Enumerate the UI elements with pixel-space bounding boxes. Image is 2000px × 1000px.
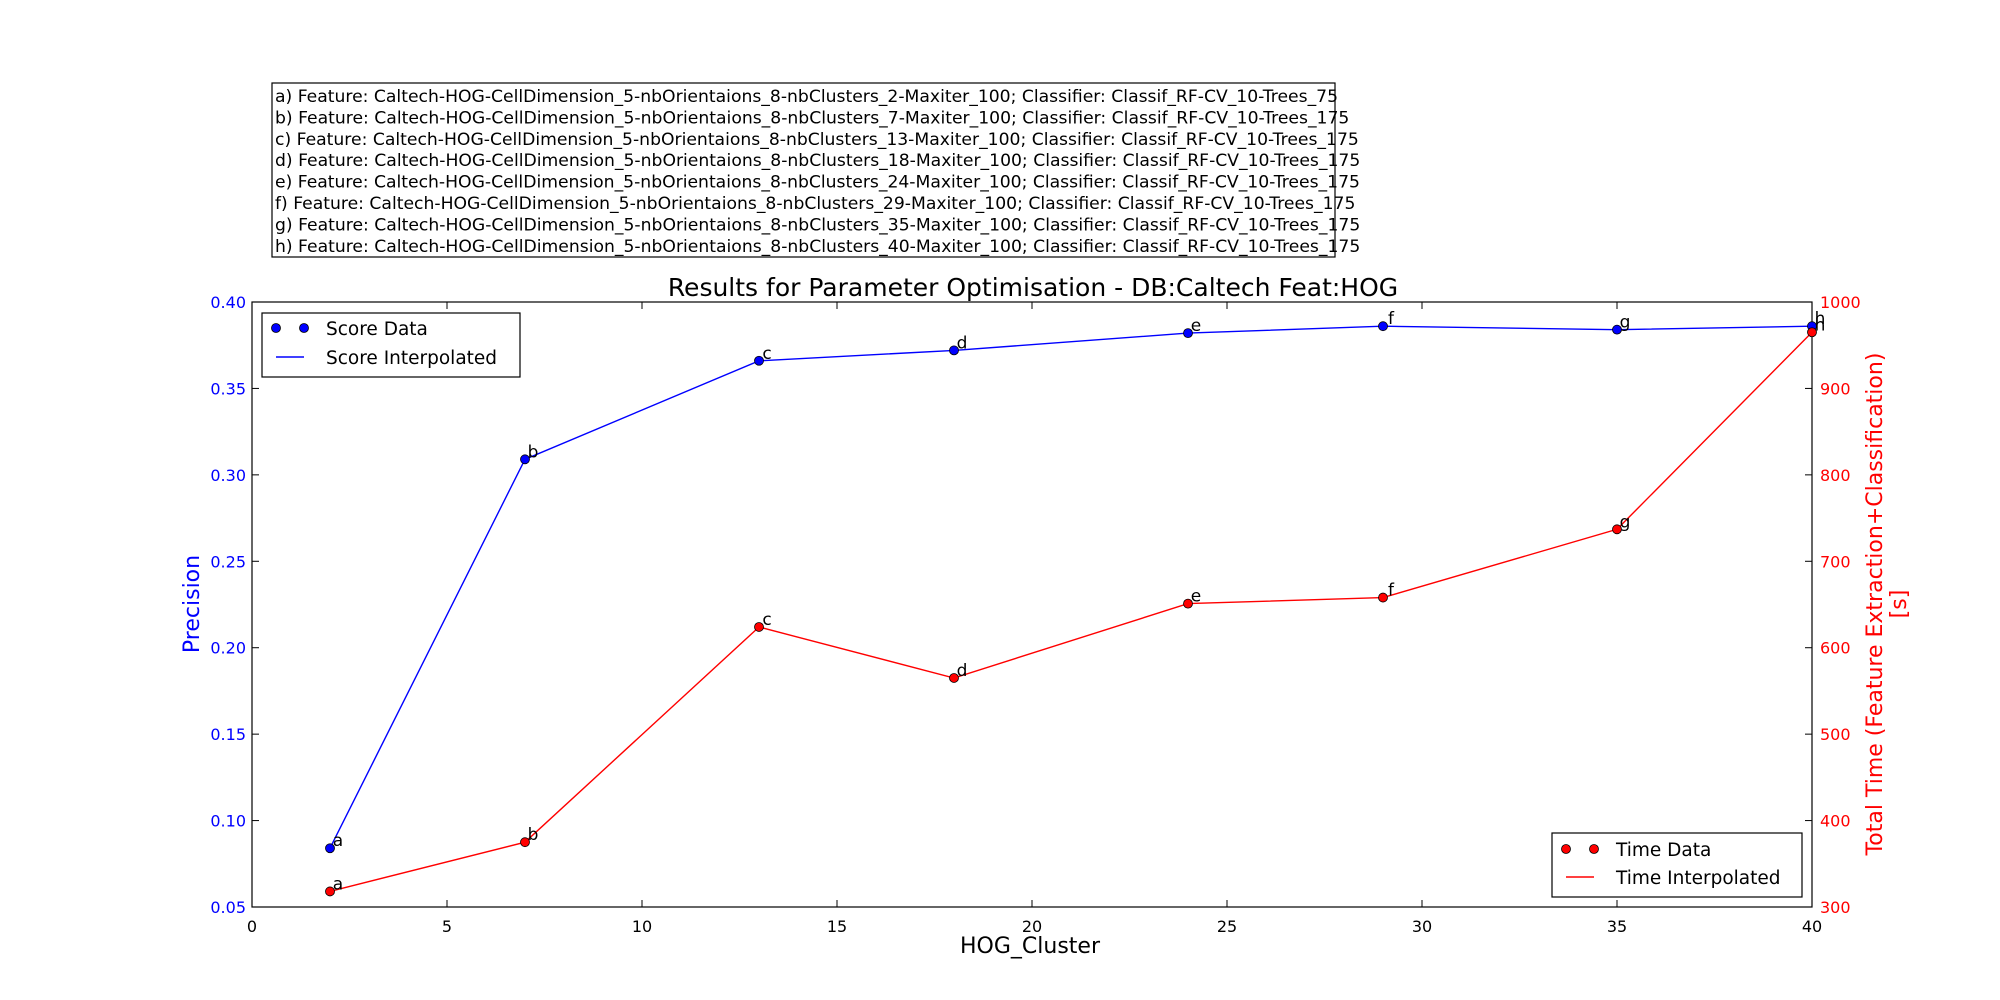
time-point-label: a: [333, 874, 343, 894]
left-y-tick-label: 0.15: [210, 725, 246, 744]
score-data-point: [520, 454, 530, 465]
time-data-point: [325, 886, 335, 897]
legend-time-data-marker: [1589, 844, 1599, 854]
x-tick-label: 0: [247, 917, 257, 936]
right-y-tick-label: 1000: [1820, 293, 1861, 312]
right-y-tick-label: 300: [1820, 898, 1851, 917]
time-interpolated-line: [329, 331, 1813, 893]
left-y-tick-label: 0.20: [210, 639, 246, 658]
time-data-point: [1807, 327, 1817, 338]
left-y-axis-ticks: 0.05 0.10 0.15 0.20 0.25 0.30 0.35 0.40: [210, 293, 259, 917]
left-y-tick-label: 0.25: [210, 552, 246, 571]
x-tick-label: 35: [1607, 917, 1627, 936]
score-point-label: a: [333, 831, 343, 851]
time-data-point: [520, 837, 530, 848]
score-point-label: g: [1620, 313, 1631, 333]
legend-score: Score Data Score Interpolated: [261, 312, 521, 378]
chart-title: Results for Parameter Optimisation - DB:…: [668, 273, 1398, 302]
score-data-point: [1378, 321, 1388, 332]
time-data-point: [949, 673, 959, 683]
right-y-axis-label-line-2: [s]: [1887, 590, 1912, 619]
right-y-axis-ticks: 300 400 500 600 700 800 900 1000: [1805, 293, 1861, 917]
score-point-label: c: [762, 344, 771, 364]
right-y-tick-label: 900: [1820, 379, 1851, 398]
legend-time: Time Data Time Interpolated: [1551, 832, 1803, 898]
annotation-line: g) Feature: Caltech-HOG-CellDimension_5-…: [275, 215, 1360, 235]
time-data-point: [1612, 524, 1622, 535]
time-point-label: c: [762, 610, 771, 630]
score-data-point: [949, 345, 959, 356]
x-tick-label: 20: [1022, 917, 1042, 936]
series-layer: a b c d e f g h a b c d e f g h: [325, 309, 1826, 897]
annotation-line: d) Feature: Caltech-HOG-CellDimension_5-…: [275, 151, 1360, 171]
time-data-point: [1378, 592, 1388, 603]
left-y-tick-label: 0.30: [210, 466, 246, 485]
left-y-tick-label: 0.40: [210, 293, 246, 312]
left-y-axis-label: Precision: [180, 555, 205, 653]
annotation-line: b) Feature: Caltech-HOG-CellDimension_5-…: [275, 108, 1349, 128]
legend-time-data-label: Time Data: [1615, 840, 1711, 861]
annotation-line: f) Feature: Caltech-HOG-CellDimension_5-…: [275, 194, 1355, 214]
time-point-label: h: [1815, 315, 1826, 335]
score-point-label: f: [1388, 309, 1395, 329]
legend-time-interpolated-label: Time Interpolated: [1615, 868, 1781, 889]
right-y-tick-label: 700: [1820, 552, 1851, 571]
time-data-point: [1183, 598, 1193, 609]
x-tick-label: 15: [827, 917, 847, 936]
score-data-point: [325, 843, 335, 854]
left-y-tick-label: 0.35: [210, 379, 246, 398]
time-point-label: g: [1620, 512, 1631, 532]
score-point-label: h: [1815, 309, 1826, 329]
x-tick-label: 40: [1802, 917, 1822, 936]
x-tick-label: 5: [442, 917, 452, 936]
annotation-line: e) Feature: Caltech-HOG-CellDimension_5-…: [275, 173, 1360, 193]
legend-score-data-marker: [271, 323, 281, 333]
legend-time-frame: [1551, 832, 1803, 898]
right-y-tick-label: 800: [1820, 466, 1851, 485]
time-point-label: b: [528, 825, 539, 845]
score-data-point: [1183, 328, 1193, 339]
legend-score-interpolated-label: Score Interpolated: [326, 348, 497, 369]
left-y-tick-label: 0.05: [210, 898, 246, 917]
score-data-point: [754, 355, 764, 366]
score-interpolated-line: [329, 325, 1813, 849]
right-y-axis-label-line-1: Total Time (Feature Extraction+Classific…: [1863, 353, 1888, 857]
annotation-box: a) Feature: Caltech-HOG-CellDimension_5-…: [271, 82, 1360, 258]
score-data-point: [1612, 324, 1622, 335]
right-y-tick-label: 500: [1820, 725, 1851, 744]
left-y-tick-label: 0.10: [210, 812, 246, 831]
legend-score-data-marker: [299, 323, 309, 333]
x-tick-label: 30: [1412, 917, 1432, 936]
annotation-line: h) Feature: Caltech-HOG-CellDimension_5-…: [275, 237, 1360, 257]
score-point-label: b: [528, 442, 539, 462]
annotation-lines: a) Feature: Caltech-HOG-CellDimension_5-…: [275, 87, 1360, 257]
x-axis-ticks: 0 5 10 15 20 25 30 35 40: [247, 302, 1822, 936]
time-data-point: [754, 622, 764, 632]
legend-time-data-marker: [1561, 844, 1571, 854]
time-point-label: e: [1191, 587, 1201, 607]
score-point-label: d: [957, 333, 968, 353]
x-axis-label: HOG_Cluster: [960, 934, 1101, 959]
x-tick-label: 25: [1217, 917, 1237, 936]
time-point-label: f: [1388, 581, 1395, 601]
annotation-line: c) Feature: Caltech-HOG-CellDimension_5-…: [275, 130, 1359, 150]
legend-score-data-label: Score Data: [326, 319, 428, 340]
score-point-label: e: [1191, 316, 1201, 336]
annotation-box-frame: [271, 82, 1336, 258]
right-y-tick-label: 400: [1820, 812, 1851, 831]
time-point-label: d: [957, 661, 968, 681]
annotation-line: a) Feature: Caltech-HOG-CellDimension_5-…: [275, 87, 1338, 107]
x-tick-label: 10: [632, 917, 652, 936]
right-y-tick-label: 600: [1820, 639, 1851, 658]
